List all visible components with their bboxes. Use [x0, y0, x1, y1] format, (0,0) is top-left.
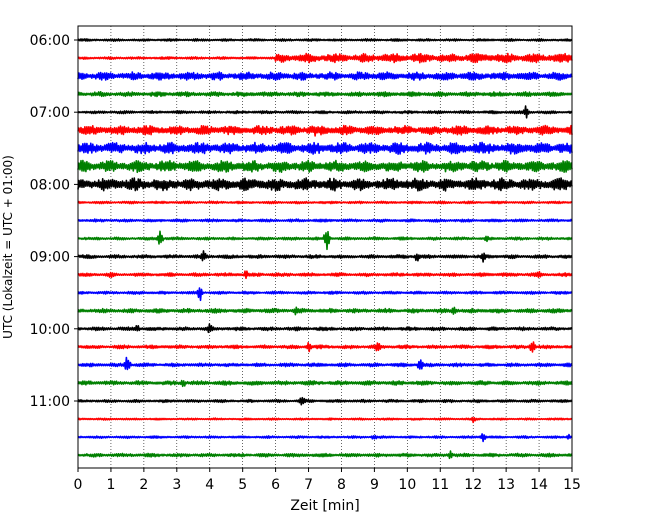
x-tick-label: 3: [172, 477, 181, 493]
x-tick-label: 1: [106, 477, 115, 493]
y-tick-label: 11:00: [30, 394, 70, 410]
plot-frame: [77, 25, 573, 469]
x-tick-label: 10: [398, 477, 416, 493]
x-tick-label: 5: [238, 477, 247, 493]
seismic-trace-0945: [77, 306, 573, 316]
x-tick-label: 14: [530, 477, 548, 493]
seismic-trace-0745: [77, 159, 573, 174]
y-tick-label: 08:00: [30, 177, 70, 193]
x-tick-label: 8: [337, 477, 346, 493]
seismic-trace-1130: [77, 433, 573, 443]
seismic-trace-0915: [77, 270, 573, 280]
x-tick-label: 9: [370, 477, 379, 493]
x-tick-label: 13: [497, 477, 515, 493]
y-tick-label: 06:00: [30, 33, 70, 49]
y-axis-label: UTC (Lokalzeit = UTC + 01:00): [1, 155, 15, 339]
seismic-trace-0615: [77, 52, 573, 64]
seismic-trace-0815: [77, 200, 573, 205]
seismic-trace-1045: [77, 379, 573, 388]
seismic-trace-1015: [77, 341, 573, 353]
y-tick-label: 07:00: [30, 105, 70, 121]
seismic-trace-1030: [77, 356, 573, 371]
seismic-trace-0700: [77, 105, 573, 119]
y-axis-ticks: 06:00 07:00 08:00 09:00 10:00 11:00: [30, 33, 78, 410]
x-axis-ticks: 0 1 2 3 4 5 6 7 8 9 10 11 12 13 14 15: [74, 468, 581, 493]
x-tick-label: 15: [563, 477, 581, 493]
x-tick-label: 11: [431, 477, 449, 493]
seismic-trace-0600: [77, 38, 573, 42]
seismic-trace-0630: [77, 71, 573, 81]
x-tick-label: 7: [304, 477, 313, 493]
seismic-trace-0830: [77, 218, 573, 223]
seismic-trace-1145: [77, 450, 573, 460]
x-tick-label: 6: [271, 477, 280, 493]
seismic-trace-0800: [77, 177, 573, 192]
x-tick-label: 2: [139, 477, 148, 493]
seismic-trace-1100: [77, 396, 573, 406]
seismic-trace-0845: [77, 230, 573, 251]
x-tick-label: 0: [74, 477, 83, 493]
seismic-trace-0930: [77, 287, 573, 302]
seismic-traces: [77, 38, 573, 460]
x-axis-label: Zeit [min]: [290, 498, 359, 514]
x-tick-label: 4: [205, 477, 214, 493]
seismic-trace-1115: [77, 416, 573, 424]
y-tick-label: 10:00: [30, 322, 70, 338]
seismic-trace-1000: [77, 323, 573, 334]
seismic-trace-0900: [77, 250, 573, 263]
seismic-trace-0645: [77, 91, 573, 98]
seismic-trace-0715: [77, 124, 573, 137]
y-tick-label: 09:00: [30, 250, 70, 266]
seismic-trace-0730: [77, 141, 573, 155]
x-tick-label: 12: [464, 477, 482, 493]
